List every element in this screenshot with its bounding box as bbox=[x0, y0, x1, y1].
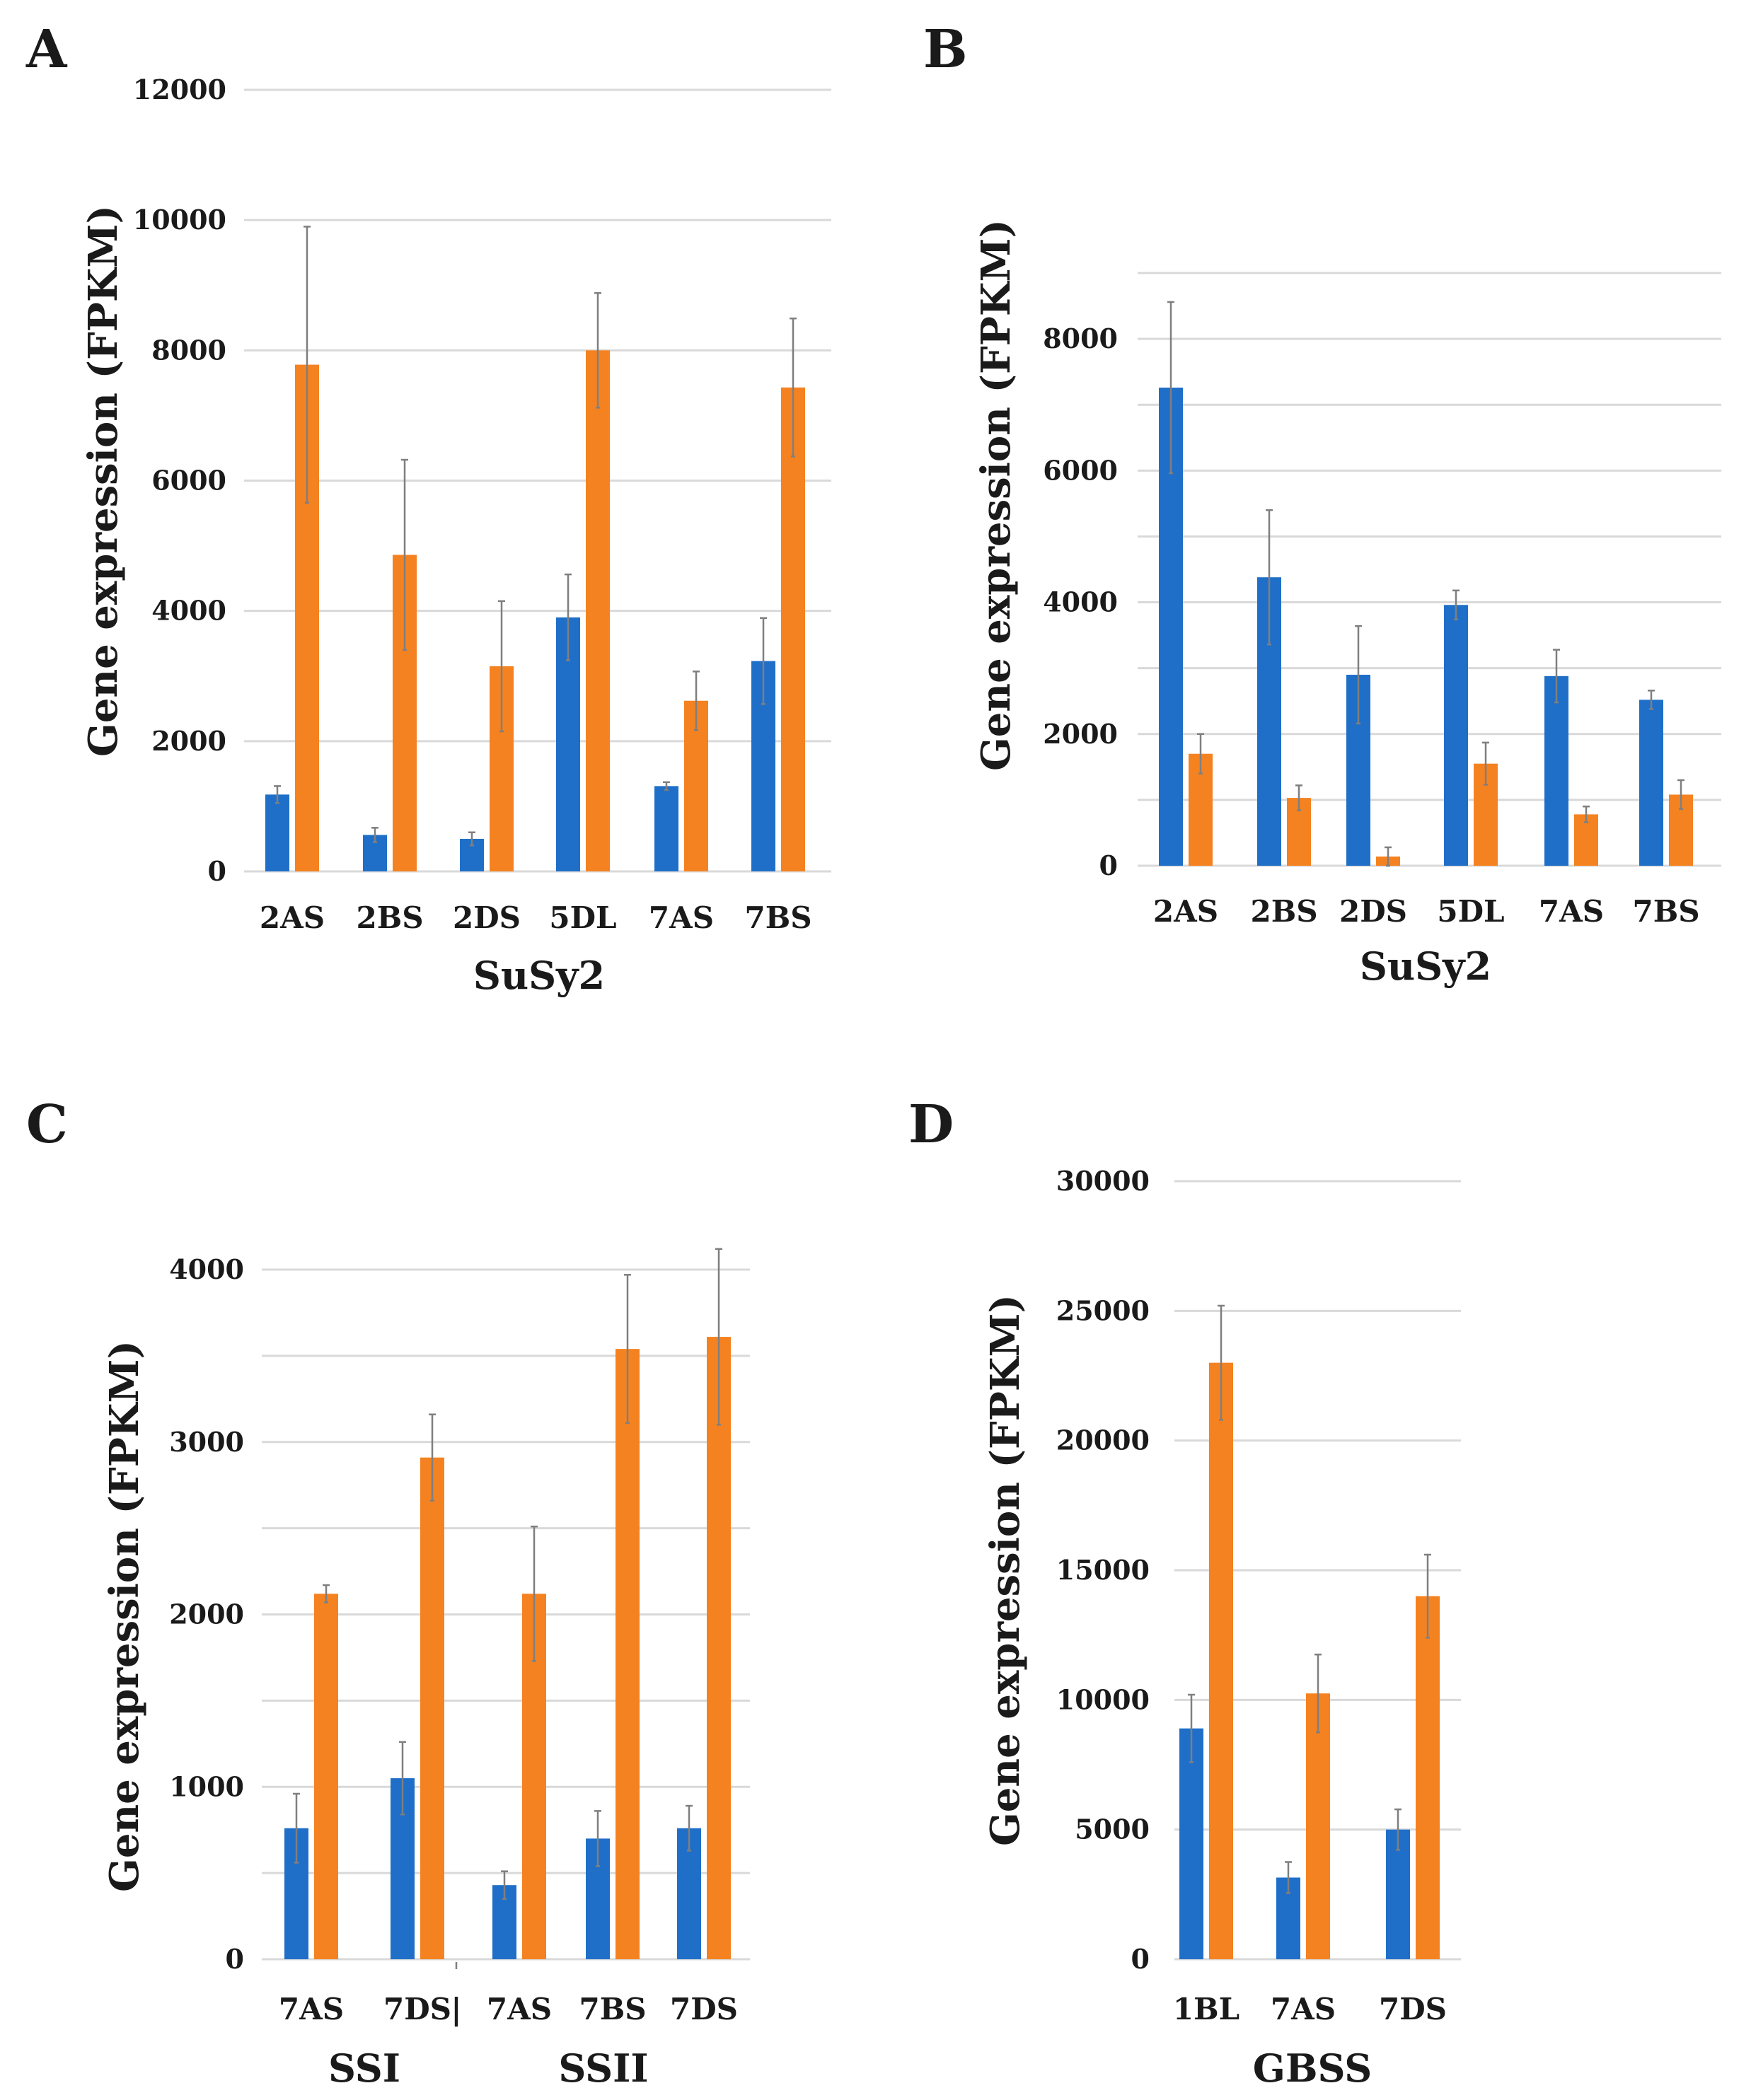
panel-b: B 0 2000 4000 6000 8000 Gene expression (FPKM)… bbox=[923, 19, 1721, 989]
x-tick-label: 7DS bbox=[1379, 1992, 1447, 2026]
panel-label-d: D bbox=[908, 1094, 954, 1155]
x-tick-label: 2BS bbox=[356, 900, 423, 935]
y-tick-label: 3000 bbox=[169, 1426, 244, 1458]
bar-7as-series1 bbox=[654, 786, 678, 871]
y-tick-label: 2000 bbox=[151, 725, 226, 757]
x-tick-label: 2DS bbox=[1339, 894, 1407, 929]
bar-7as-series1 bbox=[1544, 675, 1568, 866]
x-axis-label-ssii: SSII bbox=[558, 2046, 648, 2091]
x-tick-label: 7BS bbox=[579, 1992, 646, 2026]
x-axis-label-ssi: SSI bbox=[328, 2046, 400, 2091]
x-tick-label: 2AS bbox=[260, 900, 325, 935]
y-tick-label: 0 bbox=[226, 1943, 244, 1975]
bar-5dl-series2 bbox=[586, 350, 610, 871]
y-axis-label: Gene expression (FPKM) bbox=[973, 219, 1019, 771]
y-tick-label: 0 bbox=[208, 855, 226, 887]
x-axis-label-susy2: SuSy2 bbox=[473, 953, 605, 998]
x-tick-label: 7AS bbox=[1539, 894, 1604, 929]
bar-1bl-series1 bbox=[1179, 1728, 1203, 1959]
y-tick-label: 2000 bbox=[1043, 718, 1118, 750]
y-tick-label: 8000 bbox=[1043, 323, 1118, 354]
bar-7bs-series1 bbox=[1639, 700, 1663, 866]
bar-7as-series2 bbox=[1306, 1693, 1330, 1959]
bar-7bs-series2 bbox=[616, 1349, 640, 1959]
y-tick-label: 15000 bbox=[1056, 1554, 1150, 1586]
panel-d: D 0 5000 10000 15000 20000 25000 30000 Gene expr… bbox=[908, 1094, 1461, 2091]
panel-label-c: C bbox=[26, 1094, 68, 1155]
bar-7as-series2 bbox=[314, 1594, 338, 1959]
x-tick-label: 7AS bbox=[487, 1992, 552, 2026]
x-tick-label: 2BS bbox=[1250, 894, 1317, 929]
bar-7bs-series2 bbox=[781, 387, 805, 871]
y-tick-label: 10000 bbox=[1056, 1683, 1150, 1715]
x-tick-label: 5DL bbox=[549, 900, 616, 935]
y-tick-label: 8000 bbox=[151, 334, 226, 366]
y-tick-label: 4000 bbox=[1043, 586, 1118, 618]
x-tick-label: 7BS bbox=[1632, 894, 1699, 929]
bar-7ds-series1 bbox=[1386, 1829, 1410, 1959]
panel-a: A 0 2000 4000 6000 8000 10000 12000 Gene express… bbox=[25, 19, 831, 998]
x-tick-label: 7BS bbox=[744, 900, 811, 935]
bar-5dl-series1 bbox=[1444, 605, 1468, 866]
y-tick-label: 12000 bbox=[133, 74, 226, 105]
x-tick-label: 7DS bbox=[383, 1992, 451, 2026]
y-tick-label: 30000 bbox=[1056, 1165, 1150, 1197]
bar-1bl-series2 bbox=[1209, 1362, 1233, 1959]
y-tick-label: 0 bbox=[1099, 849, 1118, 881]
x-tick-label: 2AS bbox=[1153, 894, 1218, 929]
bar-7ds-series2 bbox=[707, 1337, 731, 1959]
x-tick-label: 7DS bbox=[670, 1992, 738, 2026]
x-tick-label: 7AS bbox=[279, 1992, 344, 2026]
x-tick-label: 5DL bbox=[1437, 894, 1504, 929]
bar-7ds-series2 bbox=[420, 1457, 444, 1959]
bar-7ds-series2 bbox=[1416, 1596, 1440, 1959]
y-axis-label: Gene expression (FPKM) bbox=[101, 1340, 148, 1892]
y-tick-label: 6000 bbox=[151, 465, 226, 497]
y-axis-label: Gene expression (FPKM) bbox=[80, 205, 127, 757]
y-tick-label: 4000 bbox=[169, 1253, 244, 1285]
x-tick-label: 7AS bbox=[1271, 1992, 1336, 2026]
y-tick-label: 4000 bbox=[151, 595, 226, 627]
x-tick-label: 2DS bbox=[453, 900, 521, 935]
y-tick-label: 6000 bbox=[1043, 454, 1118, 486]
panel-c: C 0 1000 2000 3000 4000 Gene expression (FPKM)… bbox=[26, 1094, 750, 2091]
y-tick-label: 5000 bbox=[1075, 1814, 1150, 1845]
y-axis-label: Gene expression (FPKM) bbox=[982, 1294, 1029, 1846]
bar-2as-series1 bbox=[265, 794, 289, 871]
y-tick-label: 10000 bbox=[133, 204, 226, 236]
x-tick-label: 1BL bbox=[1173, 1992, 1239, 2026]
x-axis-label-gbss: GBSS bbox=[1253, 2046, 1373, 2091]
x-axis-label-susy2: SuSy2 bbox=[1360, 944, 1491, 989]
panel-label-b: B bbox=[923, 19, 968, 80]
panel-label-a: A bbox=[25, 19, 68, 80]
y-tick-label: 0 bbox=[1131, 1943, 1150, 1975]
y-tick-label: 25000 bbox=[1056, 1294, 1150, 1326]
y-tick-label: 2000 bbox=[169, 1599, 244, 1630]
group-separator: | bbox=[451, 1992, 461, 2026]
y-tick-label: 1000 bbox=[169, 1770, 244, 1802]
y-tick-label: 20000 bbox=[1056, 1425, 1150, 1456]
x-tick-label: 7AS bbox=[649, 900, 714, 935]
